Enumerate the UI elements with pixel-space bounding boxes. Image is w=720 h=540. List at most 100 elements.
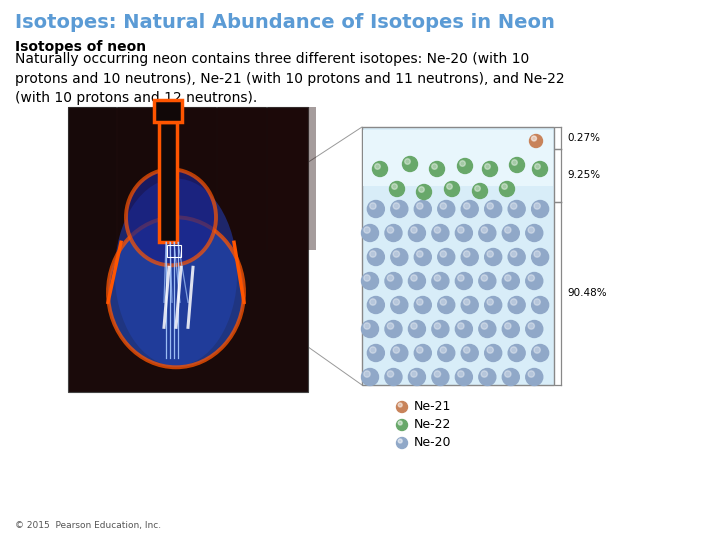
Circle shape: [534, 347, 540, 353]
Circle shape: [391, 248, 408, 266]
Circle shape: [485, 248, 502, 266]
Circle shape: [438, 296, 455, 314]
Circle shape: [438, 200, 455, 218]
Circle shape: [482, 161, 498, 177]
Circle shape: [393, 347, 400, 353]
Text: Ne-20: Ne-20: [414, 436, 451, 449]
Circle shape: [440, 347, 446, 353]
Circle shape: [440, 251, 446, 257]
Circle shape: [434, 323, 441, 329]
Circle shape: [440, 203, 446, 209]
Circle shape: [432, 321, 449, 338]
Circle shape: [438, 248, 455, 266]
Circle shape: [398, 421, 402, 425]
Circle shape: [438, 345, 455, 361]
Circle shape: [392, 184, 397, 190]
Circle shape: [417, 251, 423, 257]
Circle shape: [531, 345, 549, 361]
Circle shape: [414, 296, 431, 314]
Circle shape: [505, 227, 511, 233]
Circle shape: [432, 164, 437, 170]
Circle shape: [398, 403, 402, 407]
Circle shape: [434, 227, 441, 233]
Circle shape: [391, 200, 408, 218]
Circle shape: [455, 321, 472, 338]
Circle shape: [510, 299, 517, 305]
Circle shape: [385, 368, 402, 386]
Circle shape: [528, 371, 534, 377]
Circle shape: [487, 299, 493, 305]
Circle shape: [503, 225, 519, 241]
Circle shape: [361, 225, 379, 241]
Text: © 2015  Pearson Education, Inc.: © 2015 Pearson Education, Inc.: [15, 521, 161, 530]
Circle shape: [526, 225, 543, 241]
Bar: [363, 130, 553, 186]
Circle shape: [397, 402, 408, 413]
Circle shape: [500, 181, 515, 197]
Circle shape: [485, 345, 502, 361]
Circle shape: [526, 273, 543, 289]
Circle shape: [505, 275, 511, 281]
Circle shape: [485, 200, 502, 218]
Circle shape: [481, 227, 487, 233]
Bar: [118, 107, 166, 249]
Bar: [159, 122, 177, 242]
Circle shape: [410, 371, 417, 377]
Circle shape: [364, 323, 370, 329]
Circle shape: [512, 160, 517, 165]
Circle shape: [419, 187, 424, 192]
Circle shape: [485, 296, 502, 314]
Circle shape: [385, 225, 402, 241]
Circle shape: [534, 203, 540, 209]
Circle shape: [369, 251, 376, 257]
Circle shape: [531, 248, 549, 266]
Circle shape: [508, 296, 525, 314]
Circle shape: [432, 368, 449, 386]
Circle shape: [503, 368, 519, 386]
Circle shape: [408, 225, 426, 241]
Bar: [268, 107, 316, 249]
Circle shape: [462, 296, 478, 314]
Circle shape: [464, 203, 470, 209]
Circle shape: [464, 251, 470, 257]
Circle shape: [455, 368, 472, 386]
Circle shape: [361, 273, 379, 289]
Bar: [168, 107, 216, 249]
Circle shape: [364, 275, 370, 281]
Circle shape: [430, 161, 444, 177]
Circle shape: [410, 323, 417, 329]
Circle shape: [528, 275, 534, 281]
Circle shape: [408, 273, 426, 289]
Circle shape: [502, 184, 508, 190]
Circle shape: [462, 248, 478, 266]
Circle shape: [369, 299, 376, 305]
Circle shape: [369, 203, 376, 209]
Text: Isotopes: Natural Abundance of Isotopes in Neon: Isotopes: Natural Abundance of Isotopes …: [15, 13, 555, 32]
Circle shape: [458, 323, 464, 329]
Circle shape: [531, 296, 549, 314]
Circle shape: [385, 321, 402, 338]
Circle shape: [393, 299, 400, 305]
Circle shape: [397, 437, 408, 449]
Circle shape: [510, 203, 517, 209]
Circle shape: [387, 371, 394, 377]
Circle shape: [510, 251, 517, 257]
Circle shape: [487, 203, 493, 209]
Circle shape: [481, 323, 487, 329]
Circle shape: [414, 248, 431, 266]
Circle shape: [457, 159, 472, 173]
Bar: [218, 107, 266, 249]
Circle shape: [508, 345, 525, 361]
Circle shape: [474, 186, 480, 191]
Circle shape: [526, 368, 543, 386]
Circle shape: [417, 203, 423, 209]
Circle shape: [487, 347, 493, 353]
Circle shape: [481, 371, 487, 377]
Circle shape: [387, 323, 394, 329]
Circle shape: [534, 251, 540, 257]
Bar: [154, 100, 182, 122]
Circle shape: [458, 275, 464, 281]
Text: 9.25%: 9.25%: [567, 171, 600, 180]
Circle shape: [367, 200, 384, 218]
Bar: [68, 107, 308, 392]
